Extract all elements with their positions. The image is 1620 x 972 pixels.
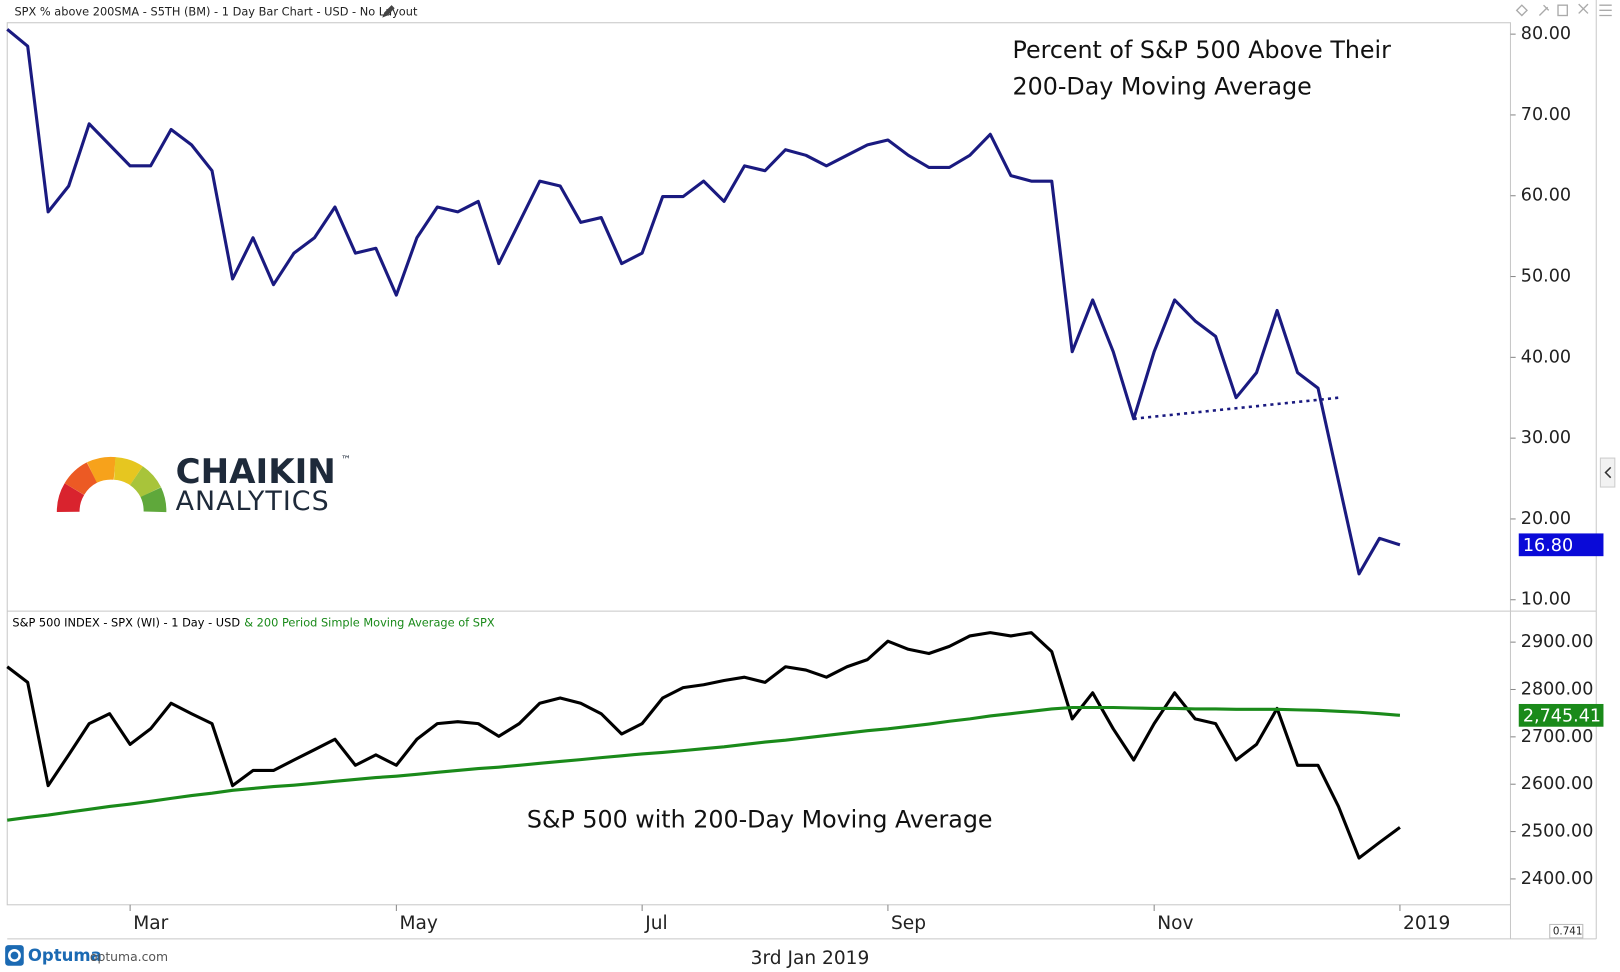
trend-line <box>1133 396 1339 421</box>
last-value-box <box>1518 703 1604 727</box>
logo-arc <box>64 462 98 496</box>
y-tick-label: 70.00 <box>1521 105 1571 125</box>
y-tick-label: 30.00 <box>1521 428 1571 448</box>
y-tick-label: 2800.00 <box>1521 679 1594 699</box>
toolbar-icon[interactable] <box>1515 4 1528 17</box>
x-tick-label: 2019 <box>1403 913 1450 934</box>
y-tick-label: 2600.00 <box>1521 774 1594 794</box>
logo-arc <box>113 457 143 486</box>
logo-tm: ™ <box>341 454 351 466</box>
zoom-value: 0.741 <box>1553 926 1583 938</box>
logo-arc <box>129 466 162 498</box>
last-value-box <box>1518 533 1604 557</box>
annotation: Percent of S&P 500 Above Their <box>1013 36 1392 64</box>
y-tick-label: 2900.00 <box>1521 632 1594 652</box>
logo-arc <box>140 487 167 513</box>
toolbar-icon[interactable] <box>1538 4 1550 16</box>
panel-toggle[interactable] <box>1599 457 1616 488</box>
toolbar-icon[interactable] <box>1599 4 1612 17</box>
y-tick-label: 80.00 <box>1521 24 1571 44</box>
y-tick-label: 20.00 <box>1521 509 1571 529</box>
y-tick-label: 2400.00 <box>1521 869 1594 889</box>
chart-title: SPX % above 200SMA - S5TH (BM) - 1 Day B… <box>14 4 417 18</box>
optuma-icon-ring <box>8 948 21 962</box>
y-tick-label: 50.00 <box>1521 267 1571 287</box>
toolbar-icons[interactable] <box>1515 3 1612 17</box>
footer-site: optuma.com <box>90 949 168 964</box>
footer-brand: Optuma <box>28 946 102 965</box>
footer-date: 3rd Jan 2019 <box>751 948 870 969</box>
panel-toggle-icon <box>1604 466 1612 479</box>
toolbar-icon[interactable] <box>1578 3 1589 14</box>
x-tick-label: Nov <box>1157 913 1193 934</box>
annotation: S&P 500 with 200-Day Moving Average <box>527 806 993 834</box>
annotation: 200-Day Moving Average <box>1013 72 1312 100</box>
x-tick-label: May <box>399 913 437 934</box>
logo-sub: ANALYTICS <box>176 486 330 517</box>
y-tick-label: 60.00 <box>1521 186 1571 206</box>
edit-icon[interactable] <box>382 5 395 18</box>
legend-entry: S&P 500 INDEX - SPX (WI) - 1 Day - USD <box>12 616 240 630</box>
y-tick-label: 40.00 <box>1521 347 1571 367</box>
logo-arc <box>56 483 85 513</box>
last-value-label: 2,745.41 <box>1523 706 1601 726</box>
optuma-icon <box>5 945 24 966</box>
logo-arc <box>87 456 116 484</box>
logo-brand: CHAIKIN <box>176 452 336 492</box>
x-tick-label: Jul <box>644 913 667 934</box>
series-line <box>6 28 1401 576</box>
legend-entry: & 200 Period Simple Moving Average of SP… <box>244 616 495 630</box>
last-value-label: 16.80 <box>1523 536 1573 556</box>
x-tick-label: Mar <box>133 913 168 934</box>
toolbar-icon[interactable] <box>1557 4 1568 17</box>
x-tick-label: Sep <box>891 913 926 934</box>
y-tick-label: 2700.00 <box>1521 727 1594 747</box>
series-line <box>6 631 1401 860</box>
series-line <box>7 705 1401 822</box>
zoom-box[interactable] <box>1549 923 1584 939</box>
y-tick-label: 2500.00 <box>1521 822 1594 842</box>
logo: CHAIKIN ™ ANALYTICS <box>56 452 351 517</box>
y-tick-label: 10.00 <box>1521 590 1571 610</box>
